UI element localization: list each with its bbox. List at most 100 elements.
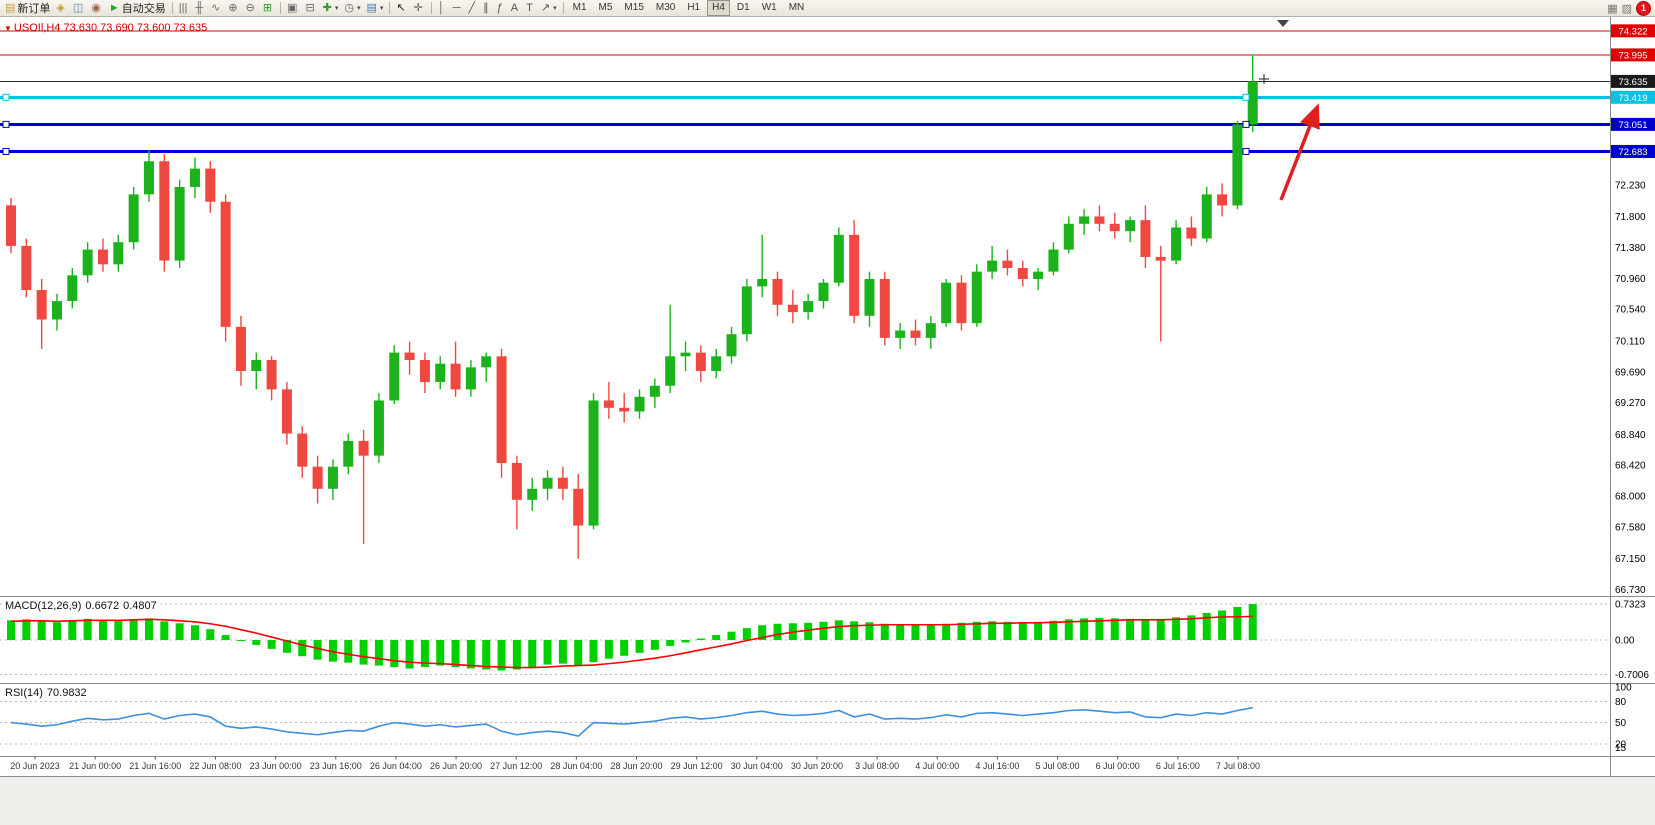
new-order-button-icon: ▤ — [5, 1, 16, 14]
timeframe-mn[interactable]: MN — [788, 2, 805, 13]
svg-text:30 Jun 20:00: 30 Jun 20:00 — [791, 761, 843, 771]
cascade-windows-icon[interactable]: ▣ — [284, 1, 302, 16]
candle — [358, 440, 369, 456]
candle — [895, 330, 906, 338]
svg-text:15: 15 — [1615, 743, 1627, 754]
candle — [1247, 81, 1258, 125]
tile-windows-icon[interactable]: ⊞ — [260, 1, 277, 16]
line-handle[interactable] — [2, 120, 10, 128]
cursor-icon[interactable]: ↖ — [393, 1, 410, 16]
indicator-list-icon: ◈ — [56, 1, 65, 14]
line-handle[interactable] — [1242, 120, 1250, 128]
candle — [1217, 194, 1228, 206]
add-chart-button[interactable]: ✚ ▾ — [320, 1, 342, 16]
timeframe-m1[interactable]: M1 — [572, 2, 587, 13]
channel-icon[interactable]: ∥ — [480, 1, 494, 16]
arrange-windows-icon[interactable]: ⊟ — [302, 1, 319, 16]
candle — [588, 400, 599, 526]
trendline-icon[interactable]: ╱ — [466, 1, 481, 16]
candle — [1002, 260, 1013, 268]
window-restore-icon[interactable]: ▦ — [1607, 2, 1618, 15]
timeframe-d1[interactable]: D1 — [736, 2, 750, 13]
svg-text:4 Jul 00:00: 4 Jul 00:00 — [915, 761, 959, 771]
candle — [312, 466, 323, 489]
candle — [634, 396, 645, 412]
fibonacci-icon[interactable]: ƒ — [494, 1, 508, 16]
alerts-icon[interactable]: ◉ — [88, 1, 106, 16]
candle — [695, 352, 706, 372]
timeframe-m5[interactable]: M5 — [598, 2, 613, 13]
indicator-list-icon[interactable]: ◈ — [53, 1, 69, 16]
timeframe-m15[interactable]: M15 — [624, 2, 644, 13]
text-label-icon: A — [510, 1, 519, 14]
svg-text:72.683: 72.683 — [1618, 147, 1647, 158]
svg-text:72.230: 72.230 — [1615, 180, 1646, 191]
svg-text:100: 100 — [1615, 683, 1632, 694]
window-options-icon[interactable]: ▨ — [1621, 2, 1632, 15]
rsi-line — [10, 706, 1253, 738]
horizontal-line-icon[interactable]: ─ — [450, 1, 466, 16]
new-order-button-label: 新订单 — [17, 3, 51, 15]
line-handle[interactable] — [1242, 93, 1250, 101]
zoom-out-icon[interactable]: ⊖ — [243, 1, 260, 16]
candle — [1171, 227, 1182, 261]
period-selector-icon: ◷ — [344, 1, 354, 14]
autotrading-button[interactable]: ► 自动交易 — [106, 1, 169, 16]
period-selector-icon[interactable]: ◷ ▾ — [341, 1, 363, 16]
chart-area[interactable]: 72.230 71.800 71.380 70.960 70.540 70.110 69.6… — [0, 17, 1655, 777]
zoom-in-icon: ⊕ — [228, 1, 238, 14]
candle — [818, 282, 829, 302]
zoom-in-icon[interactable]: ⊕ — [225, 1, 242, 16]
chart-shift-marker[interactable] — [1277, 20, 1289, 27]
svg-text:28 Jun 20:00: 28 Jun 20:00 — [610, 761, 662, 771]
candle — [803, 301, 814, 313]
text-label-icon[interactable]: A — [508, 1, 523, 16]
candle — [419, 359, 430, 383]
svg-text:26 Jun 20:00: 26 Jun 20:00 — [430, 761, 482, 771]
candle — [1033, 271, 1044, 280]
svg-text:3 Jul 08:00: 3 Jul 08:00 — [855, 761, 899, 771]
horizontal-lines[interactable] — [0, 30, 1610, 153]
timeframe-h1[interactable]: H1 — [687, 2, 701, 13]
candle — [1017, 267, 1028, 280]
timeframe-w1[interactable]: W1 — [761, 2, 777, 13]
vertical-line-icon[interactable]: │ — [435, 1, 450, 16]
notification-badge[interactable]: 1 — [1636, 0, 1651, 16]
candle — [450, 363, 461, 390]
candle — [496, 356, 507, 464]
profiles-icon[interactable]: ◫ — [70, 1, 88, 16]
candle — [251, 359, 262, 372]
line-chart-icon[interactable]: ∿ — [208, 1, 225, 16]
line-handle[interactable] — [2, 147, 10, 155]
svg-text:7 Jul 08:00: 7 Jul 08:00 — [1216, 761, 1260, 771]
svg-text:66.730: 66.730 — [1615, 585, 1646, 596]
timeframe-m30[interactable]: M30 — [655, 2, 676, 13]
candle — [971, 271, 982, 324]
candle — [925, 323, 936, 338]
template-icon[interactable]: ▤ ▾ — [364, 1, 387, 16]
candle — [51, 301, 62, 320]
svg-text:73.635: 73.635 — [1618, 77, 1647, 88]
chevron-down-icon: ▾ — [379, 5, 384, 12]
svg-text:73.995: 73.995 — [1618, 50, 1647, 61]
time-axis[interactable]: 20 Jun 2023 21 Jun 00:00 21 Jun 16:00 22 Ju… — [10, 756, 1260, 772]
crosshair-icon[interactable]: ✛ — [411, 1, 428, 16]
candle — [21, 245, 32, 291]
candlestick-chart-icon[interactable]: ╫ — [192, 1, 208, 16]
candle — [113, 242, 124, 265]
macd-main-value: 0.6672 — [85, 600, 120, 612]
svg-text:6 Jul 00:00: 6 Jul 00:00 — [1096, 761, 1140, 771]
svg-text:68.840: 68.840 — [1615, 430, 1646, 441]
arrows-tool-icon[interactable]: ↗ ▾ — [538, 1, 560, 16]
candle — [82, 249, 93, 276]
price-axis[interactable]: 72.230 71.800 71.380 70.960 70.540 70.110 69.6… — [1611, 24, 1655, 596]
timeframe-h4[interactable]: H4 — [707, 0, 730, 16]
bar-chart-icon[interactable]: ||| — [176, 1, 193, 16]
new-order-button[interactable]: ▤ 新订单 — [2, 1, 53, 16]
candle — [741, 286, 752, 335]
text-box-icon[interactable]: T — [523, 1, 538, 16]
trend-arrow-annotation[interactable] — [1279, 103, 1320, 201]
candle — [128, 194, 139, 243]
line-handle[interactable] — [2, 93, 10, 101]
line-handle[interactable] — [1242, 147, 1250, 155]
